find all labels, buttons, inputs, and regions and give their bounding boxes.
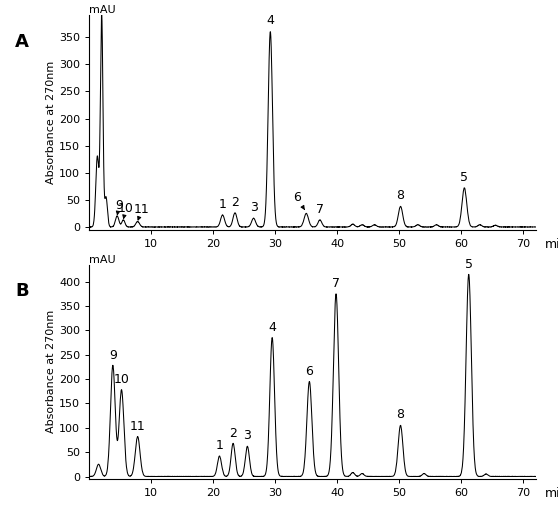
Y-axis label: Absorbance at 270nm: Absorbance at 270nm (46, 310, 56, 434)
Text: 3: 3 (243, 430, 251, 442)
Text: 8: 8 (397, 408, 405, 421)
Text: 7: 7 (316, 202, 324, 216)
Text: 3: 3 (249, 201, 258, 214)
Text: 4: 4 (268, 321, 276, 334)
Text: 5: 5 (460, 170, 468, 183)
Text: 6: 6 (305, 365, 314, 377)
Text: 1: 1 (219, 198, 227, 211)
Text: 9: 9 (109, 349, 117, 362)
Text: B: B (16, 282, 29, 300)
Text: 9: 9 (115, 199, 123, 215)
Text: 11: 11 (130, 420, 146, 433)
Y-axis label: Absorbance at 270nm: Absorbance at 270nm (46, 61, 56, 184)
Text: 8: 8 (397, 189, 405, 202)
Text: 1: 1 (215, 439, 223, 452)
Text: 11: 11 (134, 203, 150, 220)
Text: 10: 10 (118, 202, 134, 218)
Text: A: A (16, 32, 29, 50)
Text: 5: 5 (465, 258, 473, 271)
Text: 6: 6 (293, 191, 305, 210)
Text: min: min (545, 487, 558, 501)
Text: mAU: mAU (89, 6, 116, 15)
Text: 2: 2 (231, 196, 239, 209)
Text: 7: 7 (332, 277, 340, 290)
Text: mAU: mAU (89, 255, 116, 265)
Text: 4: 4 (266, 14, 275, 27)
Text: min: min (545, 238, 558, 251)
Text: 2: 2 (229, 426, 237, 439)
Text: 10: 10 (114, 373, 129, 386)
